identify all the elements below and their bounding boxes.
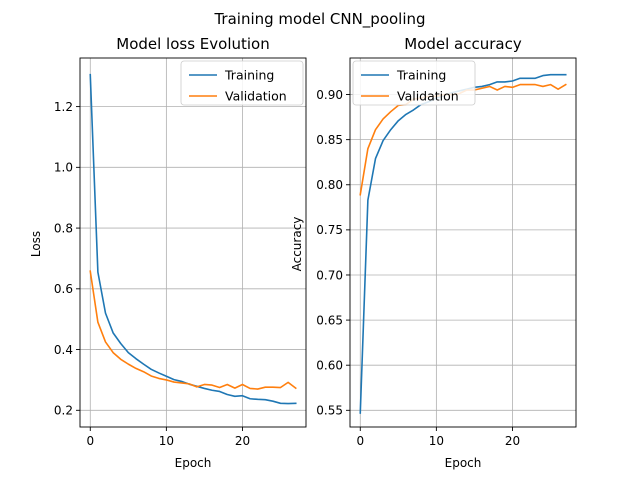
accuracy-chart: Model accuracy Epoch Accuracy 0 10 20 0.55 0… <box>290 35 577 470</box>
figure-suptitle: Training model CNN_pooling <box>213 10 425 29</box>
accuracy-ytick-label: 0.65 <box>316 313 343 327</box>
loss-ytick-label: 0.8 <box>54 221 73 235</box>
loss-xtick-label: 10 <box>159 434 174 448</box>
loss-ytick-label: 0.2 <box>54 404 73 418</box>
loss-ytick-label: 1.2 <box>54 100 73 114</box>
loss-chart-title: Model loss Evolution <box>116 35 270 53</box>
accuracy-ytick-label: 0.70 <box>316 268 343 282</box>
accuracy-legend-box <box>352 60 476 106</box>
accuracy-axes-frame <box>349 57 577 428</box>
loss-axes-frame <box>79 57 307 428</box>
loss-chart-xlabel: Epoch <box>175 456 212 470</box>
accuracy-ytick-label: 0.55 <box>316 404 343 418</box>
accuracy-legend-label: Training <box>396 68 446 83</box>
accuracy-ytick-label: 0.80 <box>316 178 343 192</box>
loss-xtick-label: 0 <box>86 434 94 448</box>
loss-xtick-label: 20 <box>235 434 250 448</box>
accuracy-chart-xlabel: Epoch <box>445 456 482 470</box>
accuracy-legend-label: Validation <box>397 89 459 104</box>
accuracy-xtick-label: 10 <box>429 434 444 448</box>
loss-legend: Training Validation <box>180 60 304 106</box>
loss-legend-label: Training <box>224 68 274 83</box>
loss-chart-ylabel: Loss <box>29 231 43 257</box>
accuracy-ytick-label: 0.75 <box>316 223 343 237</box>
accuracy-xtick-label: 20 <box>505 434 520 448</box>
accuracy-ytick-label: 0.85 <box>316 133 343 147</box>
accuracy-ytick-label: 0.90 <box>316 88 343 102</box>
accuracy-xtick-label: 0 <box>356 434 364 448</box>
loss-legend-label: Validation <box>225 89 287 104</box>
loss-series-validation-line <box>89 270 297 390</box>
accuracy-chart-ylabel: Accuracy <box>290 217 304 272</box>
loss-legend-box <box>180 60 304 106</box>
accuracy-chart-title: Model accuracy <box>404 35 522 53</box>
accuracy-ytick-label: 0.60 <box>316 358 343 372</box>
loss-ytick-label: 1.0 <box>54 161 73 175</box>
loss-chart: Model loss Evolution Epoch Loss 0 10 20 0.2… <box>29 35 307 470</box>
accuracy-legend: Training Validation <box>352 60 476 106</box>
loss-ytick-label: 0.6 <box>54 282 73 296</box>
loss-ytick-label: 0.4 <box>54 343 73 357</box>
